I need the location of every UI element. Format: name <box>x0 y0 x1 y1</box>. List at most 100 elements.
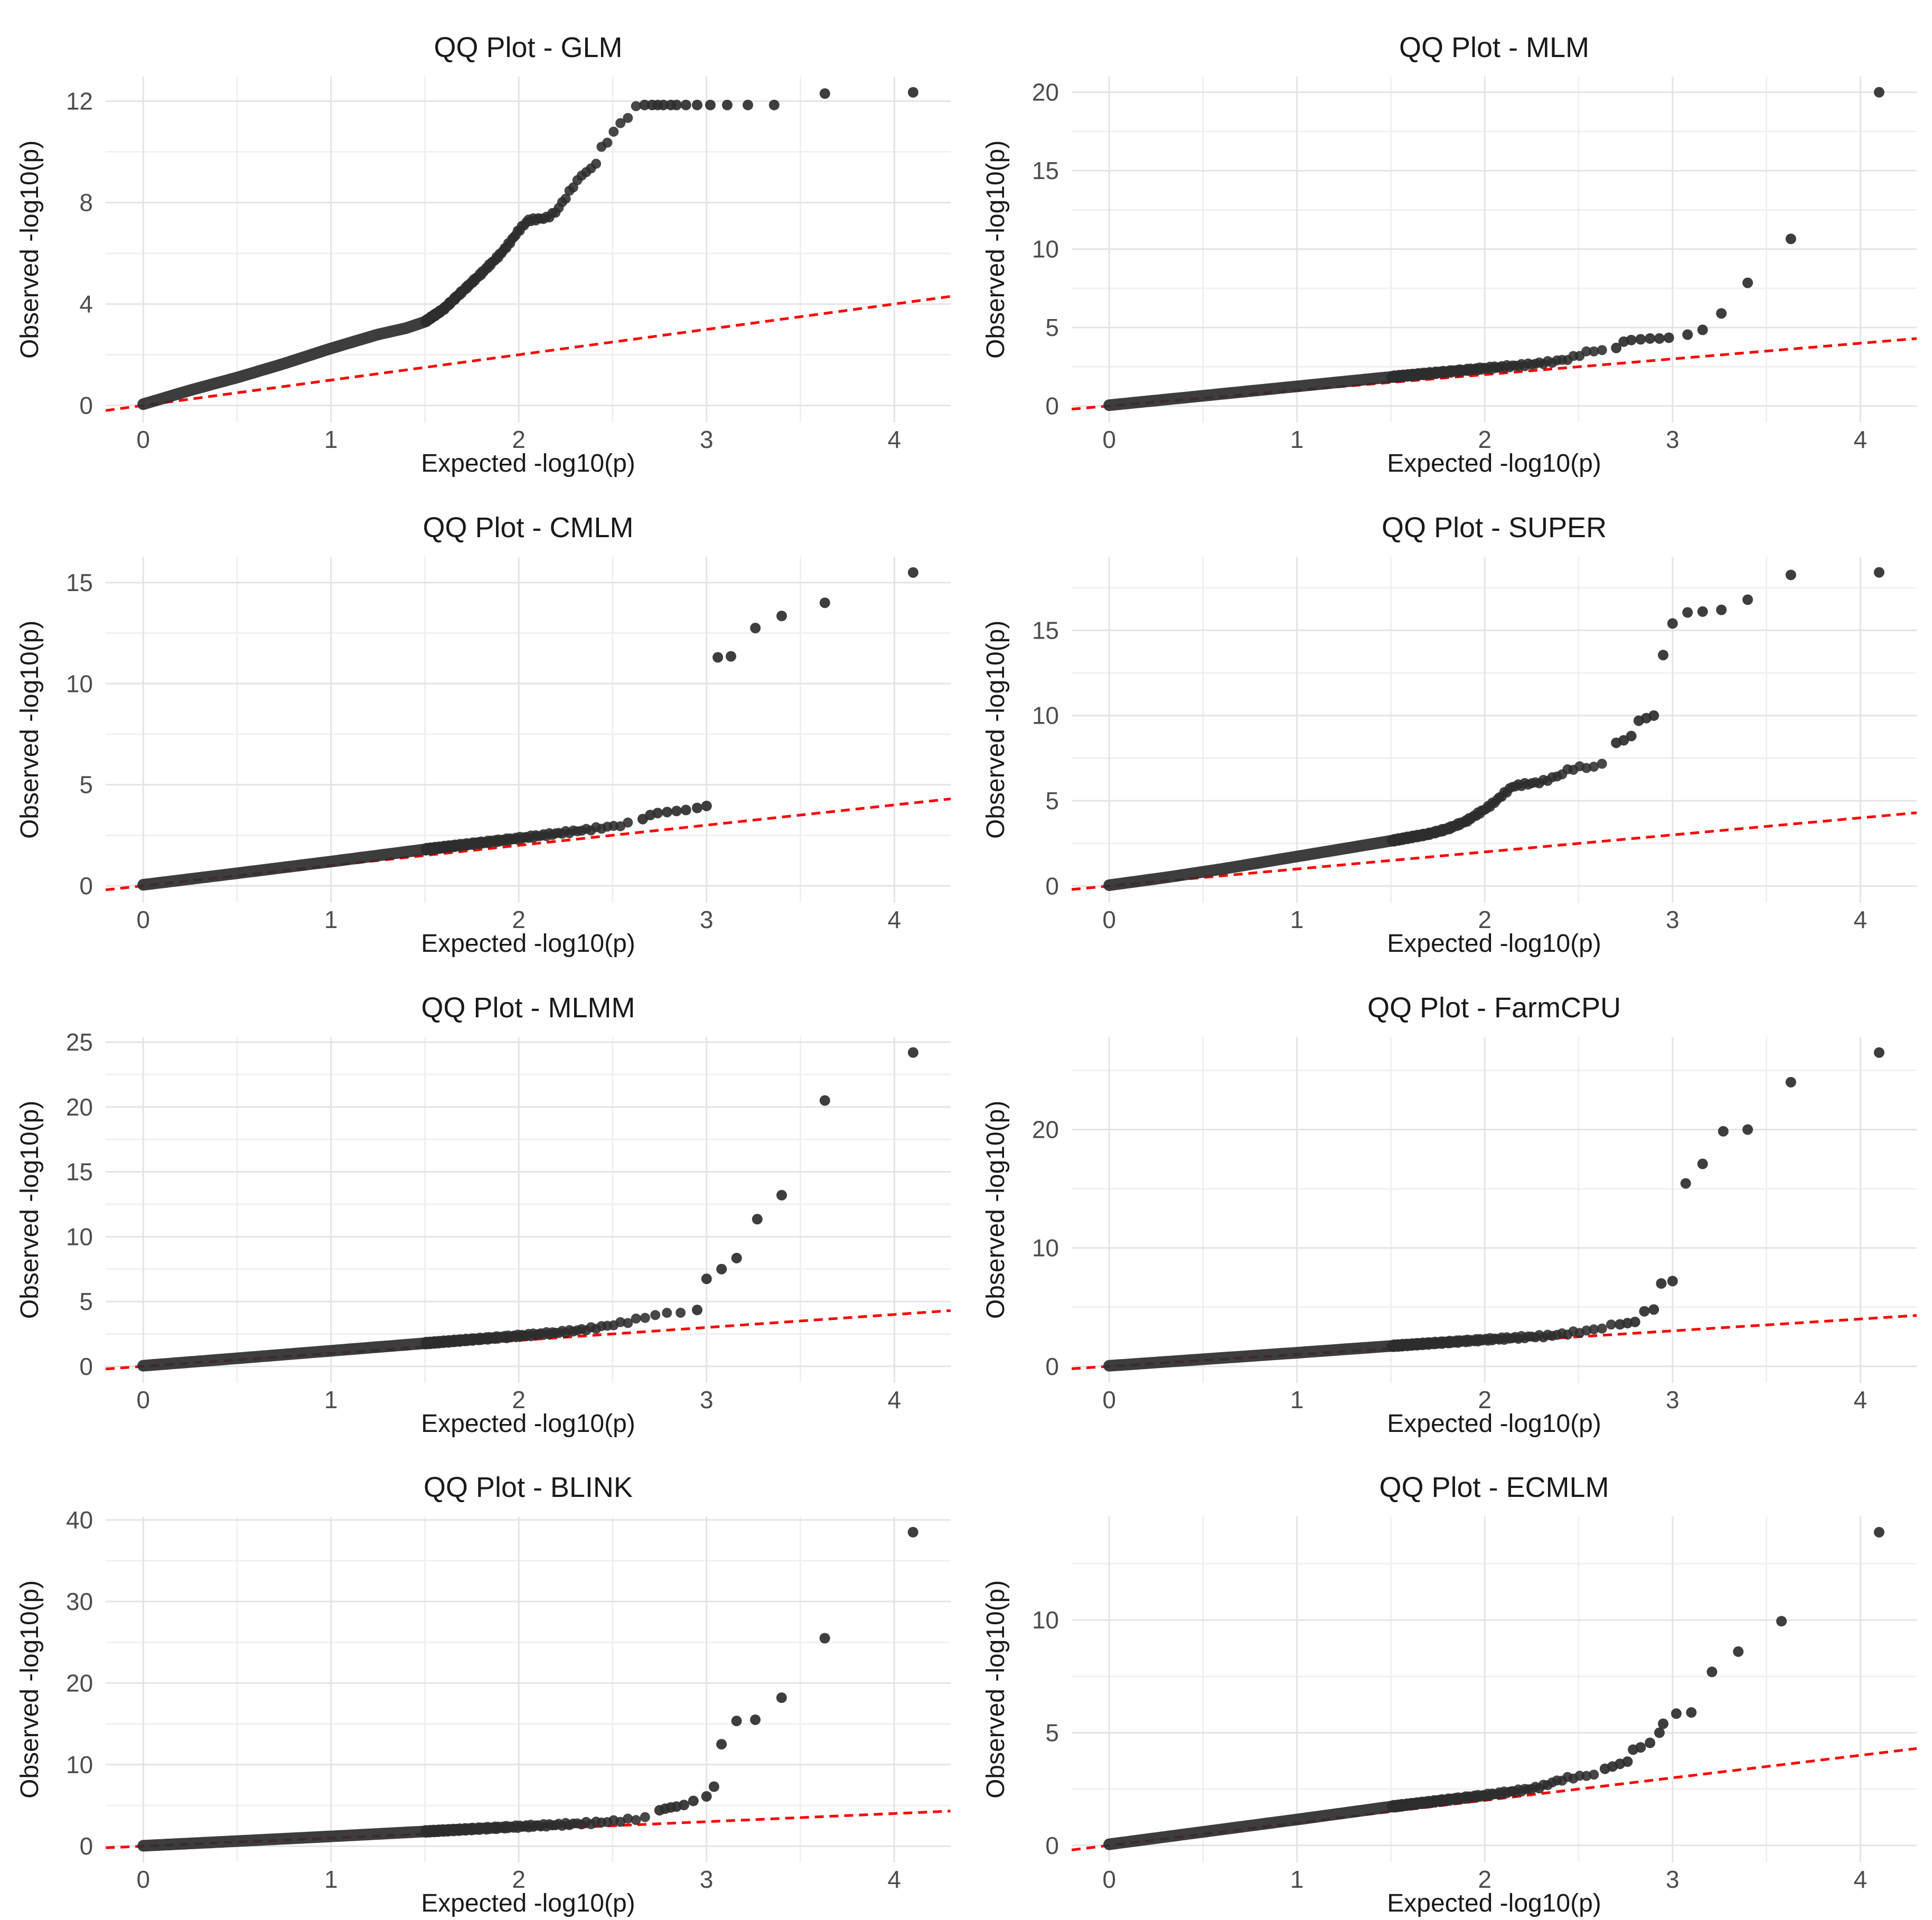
outlier-point <box>678 1800 689 1811</box>
dense-point-band <box>137 308 442 410</box>
outlier-point <box>1648 1304 1659 1315</box>
x-axis-label: Expected -log10(p) <box>1387 449 1601 477</box>
data-point <box>420 1339 431 1350</box>
qq-plot-farmcpu: QQ Plot - FarmCPU Expected -log10(p) Obser… <box>966 960 1932 1440</box>
outlier-point <box>712 652 724 663</box>
outlier-point <box>692 802 702 813</box>
dense-point-band <box>137 1825 442 1852</box>
data-point <box>623 817 633 828</box>
outlier-point <box>1697 1158 1708 1169</box>
y-tick-label: 5 <box>1045 1719 1059 1747</box>
outlier-point <box>716 1739 727 1750</box>
x-axis-label: Expected -log10(p) <box>421 449 635 477</box>
x-tick-label: 4 <box>1854 906 1868 933</box>
outlier-point <box>1785 233 1796 245</box>
data-point <box>631 1313 641 1324</box>
data-point <box>623 113 633 123</box>
outlier-point <box>1742 594 1753 605</box>
data-point <box>1597 345 1607 355</box>
data-point <box>1589 1324 1599 1334</box>
outlier-point <box>1639 1306 1650 1317</box>
x-tick-label: 2 <box>512 1866 526 1893</box>
qq-plot-glm-canvas: QQ Plot - GLM Expected -log10(p) Observed … <box>0 0 966 480</box>
y-axis-label: Observed -log10(p) <box>982 620 1010 838</box>
x-tick-label: 4 <box>1854 1385 1868 1413</box>
x-tick-label: 0 <box>136 426 150 453</box>
x-tick-label: 0 <box>1102 426 1116 453</box>
x-tick-label: 1 <box>324 1866 338 1893</box>
outlier-point <box>1873 567 1884 578</box>
outlier-point <box>819 597 830 608</box>
outlier-point <box>1682 607 1693 618</box>
outlier-point <box>776 1692 787 1703</box>
x-tick-label: 3 <box>1666 1385 1680 1413</box>
outlier-point <box>1671 1708 1682 1719</box>
outlier-point <box>716 1263 727 1275</box>
outlier-point <box>1742 1124 1753 1135</box>
dense-point-band <box>1103 370 1408 411</box>
y-axis-label: Observed -log10(p) <box>982 1100 1010 1318</box>
y-tick-label: 15 <box>1032 616 1059 644</box>
data-point <box>1597 1323 1607 1334</box>
outlier-point <box>726 651 736 662</box>
outlier-point <box>1873 87 1884 98</box>
y-tick-label: 4 <box>79 291 93 318</box>
y-tick-label: 0 <box>1045 392 1059 420</box>
x-axis-label: Expected -log10(p) <box>1387 1409 1601 1437</box>
outlier-point <box>1697 606 1708 617</box>
outlier-point <box>1635 334 1646 345</box>
outlier-point <box>819 1095 830 1106</box>
data-point <box>1589 1769 1599 1780</box>
qq-plot-mlm-canvas: QQ Plot - MLM Expected -log10(p) Observed … <box>966 0 1932 480</box>
y-tick-label: 0 <box>1045 1832 1059 1859</box>
outlier-point <box>1626 334 1637 345</box>
chart-title: QQ Plot - ECMLM <box>1380 1472 1609 1503</box>
outlier-point <box>688 1795 699 1806</box>
outlier-point <box>1667 1275 1678 1286</box>
x-tick-label: 2 <box>512 426 526 453</box>
chart-title: QQ Plot - SUPER <box>1382 512 1607 544</box>
x-tick-label: 1 <box>324 906 338 933</box>
data-point <box>615 118 626 128</box>
qq-plot-blink-canvas: QQ Plot - BLINK Expected -log10(p) Observe… <box>0 1440 966 1920</box>
data-point <box>1386 1801 1397 1812</box>
dense-point-band <box>1103 1800 1408 1850</box>
qq-plot-glm: QQ Plot - GLM Expected -log10(p) Observed … <box>0 0 966 480</box>
dense-point-band <box>1103 832 1408 891</box>
x-tick-label: 4 <box>1854 1866 1868 1893</box>
outlier-point <box>1742 277 1753 288</box>
outlier-point <box>662 807 673 818</box>
outlier-point <box>750 1715 761 1726</box>
x-axis-label: Expected -log10(p) <box>421 930 635 958</box>
reference-line <box>1072 811 1917 891</box>
y-axis-label: Observed -log10(p) <box>16 1100 44 1318</box>
y-tick-label: 0 <box>1045 872 1059 900</box>
outlier-point <box>1645 333 1656 344</box>
outlier-point <box>907 1047 918 1058</box>
data-point <box>662 1307 672 1318</box>
x-tick-label: 2 <box>1478 1385 1492 1413</box>
chart-title: QQ Plot - MLM <box>1399 32 1589 63</box>
outlier-point <box>1785 569 1796 580</box>
outlier-point <box>1626 730 1637 742</box>
outlier-point <box>776 610 787 621</box>
outlier-point <box>1663 332 1674 343</box>
y-tick-label: 5 <box>1045 787 1059 814</box>
outlier-point <box>701 800 712 811</box>
outlier-point <box>907 87 918 98</box>
y-tick-label: 0 <box>80 1832 93 1860</box>
y-tick-label: 12 <box>66 88 93 115</box>
data-point <box>1386 1341 1397 1352</box>
data-point <box>631 1815 641 1825</box>
y-tick-label: 10 <box>66 1223 93 1250</box>
qq-plot-super-canvas: QQ Plot - SUPER Expected -log10(p) Observe… <box>966 480 1932 960</box>
y-tick-label: 10 <box>1032 701 1059 729</box>
outlier-point <box>752 1213 763 1224</box>
y-tick-label: 10 <box>1032 1234 1059 1261</box>
y-tick-label: 20 <box>66 1093 93 1120</box>
y-tick-label: 10 <box>66 1751 93 1778</box>
data-point <box>608 126 619 137</box>
x-tick-label: 3 <box>700 1866 714 1893</box>
x-tick-label: 0 <box>1102 1385 1116 1413</box>
